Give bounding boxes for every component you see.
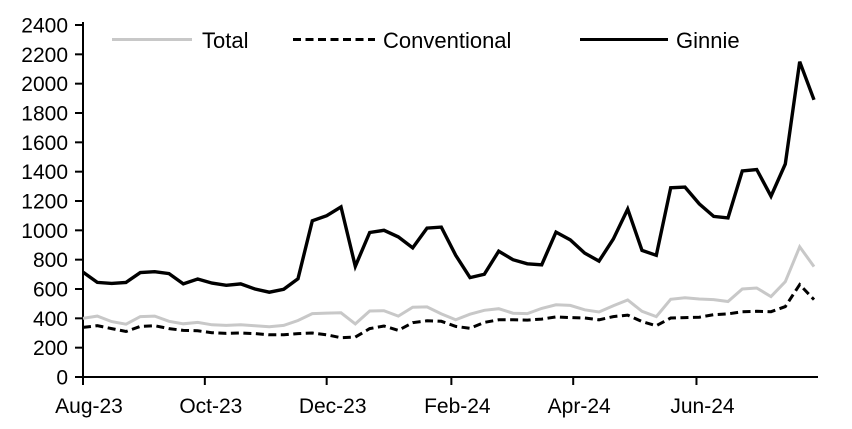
y-tick-label: 1400 bbox=[21, 161, 68, 184]
legend-label-conventional: Conventional bbox=[383, 28, 512, 53]
y-tick-label: 800 bbox=[33, 249, 68, 272]
legend-label-ginnie: Ginnie bbox=[676, 28, 740, 53]
legend-swatch-ginnie bbox=[580, 38, 668, 41]
y-tick-label: 2000 bbox=[21, 73, 68, 96]
series-line-total bbox=[82, 243, 816, 329]
y-tick-label: 1200 bbox=[21, 191, 68, 214]
y-tick-label: 1600 bbox=[21, 132, 68, 155]
x-tick-label: Apr-24 bbox=[548, 395, 611, 418]
legend-swatch-conventional bbox=[293, 38, 375, 41]
y-tick-label: 600 bbox=[33, 279, 68, 302]
y-tick-label: 1800 bbox=[21, 103, 68, 126]
y-tick-label: 1000 bbox=[21, 220, 68, 243]
y-tick-label: 200 bbox=[33, 337, 68, 360]
x-tick-label: Feb-24 bbox=[424, 395, 491, 418]
series-line-ginnie bbox=[82, 61, 816, 294]
legend-swatch-total bbox=[112, 38, 192, 41]
x-tick-label: Oct-23 bbox=[179, 395, 242, 418]
x-tick-label: Aug-23 bbox=[55, 395, 123, 418]
x-tick-label: Jun-24 bbox=[670, 395, 735, 418]
y-tick-label: 0 bbox=[56, 367, 68, 390]
y-tick-label: 400 bbox=[33, 308, 68, 331]
y-tick-label: 2400 bbox=[21, 15, 68, 38]
x-tick-label: Dec-23 bbox=[299, 395, 367, 418]
y-tick-label: 2200 bbox=[21, 44, 68, 67]
legend-label-total: Total bbox=[202, 28, 249, 53]
series-line-conventional bbox=[82, 282, 816, 340]
